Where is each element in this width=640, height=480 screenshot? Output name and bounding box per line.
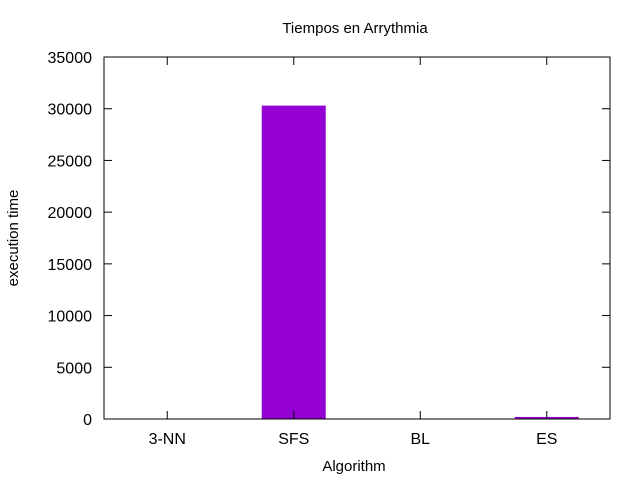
y-tick-label: 15000 (48, 257, 93, 274)
y-axis-label: execution time (5, 190, 22, 287)
y-tick-label: 0 (83, 412, 92, 429)
y-tick-label: 25000 (48, 153, 93, 170)
x-tick-label: 3-NN (149, 431, 186, 448)
bar-sfs (261, 105, 326, 420)
x-tick-label: BL (410, 431, 430, 448)
chart-title: Tiempos en Arrythmia (282, 20, 428, 37)
y-tick-label: 5000 (56, 360, 92, 377)
y-tick-label: 30000 (48, 102, 93, 119)
y-axis: 0 5000 10000 15000 20000 25000 30000 35000 (48, 50, 610, 429)
bars-layer (261, 105, 579, 420)
x-axis: 3-NN SFS BL ES (149, 57, 557, 448)
y-tick-label: 10000 (48, 309, 93, 326)
x-axis-label: Algorithm (322, 458, 385, 475)
y-tick-label: 35000 (48, 50, 93, 67)
x-tick-label: SFS (278, 431, 309, 448)
x-tick-label: ES (536, 431, 557, 448)
plot-frame (103, 56, 611, 420)
y-tick-label: 20000 (48, 205, 93, 222)
